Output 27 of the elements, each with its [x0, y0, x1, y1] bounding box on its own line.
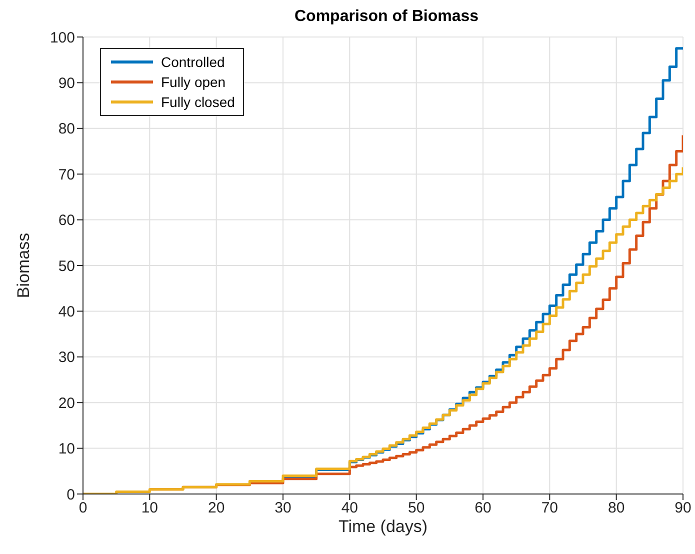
legend-label: Fully open: [161, 74, 226, 90]
x-tick-label: 50: [408, 500, 425, 517]
y-tick-label: 30: [58, 349, 75, 366]
y-tick-label: 90: [58, 75, 75, 92]
y-tick-label: 60: [58, 212, 75, 230]
x-tick-label: 10: [141, 500, 158, 517]
legend-label: Fully closed: [161, 94, 235, 110]
legend-label: Controlled: [161, 54, 225, 70]
y-tick-label: 10: [58, 440, 75, 458]
x-tick-label: 60: [474, 500, 492, 517]
x-tick-label: 70: [541, 500, 558, 517]
y-tick-label: 0: [66, 486, 75, 504]
x-tick-label: 0: [78, 500, 88, 517]
x-axis-title: Time (days): [338, 517, 428, 536]
y-tick-label: 20: [58, 394, 75, 412]
x-tick-label: 30: [274, 500, 292, 517]
y-tick-label: 70: [58, 166, 75, 184]
chart-title: Comparison of Biomass: [293, 8, 480, 27]
y-tick-label: 40: [58, 304, 75, 321]
x-tick-label: 40: [341, 500, 358, 517]
y-tick-label: 80: [58, 120, 75, 138]
x-tick-label: 20: [208, 500, 225, 517]
x-tick-label: 80: [608, 500, 625, 517]
y-tick-label: 50: [58, 258, 75, 275]
y-tick-label: 100: [50, 29, 75, 46]
y-axis-title: Biomass: [14, 232, 34, 298]
x-tick-label: 90: [674, 500, 692, 517]
